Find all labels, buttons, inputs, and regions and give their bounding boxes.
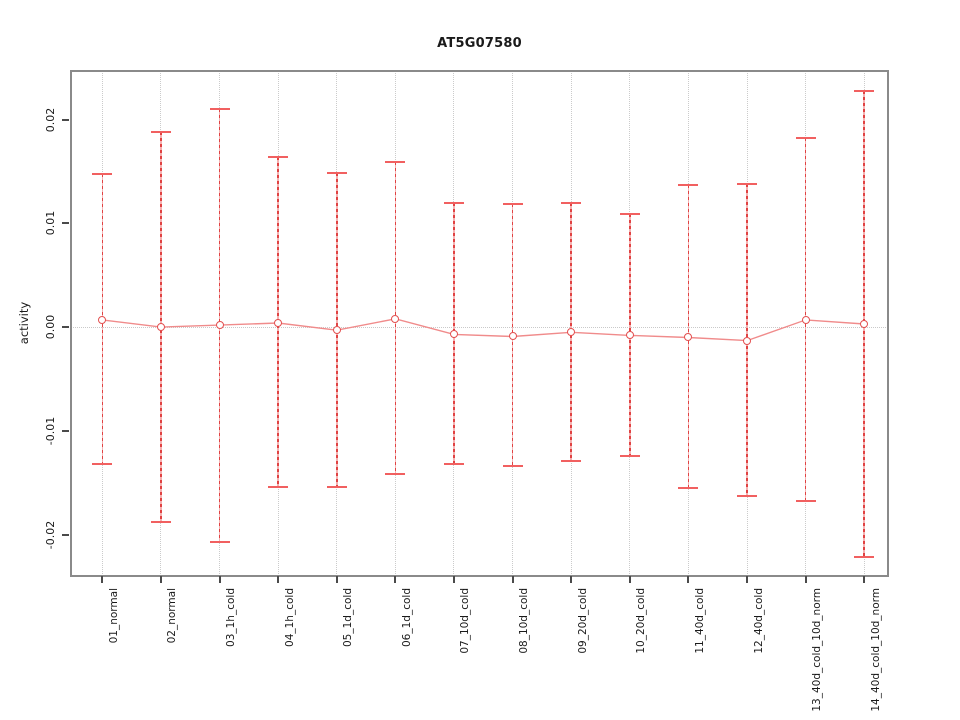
x-tick-label: 05_1d_cold: [342, 588, 355, 647]
data-point-marker: [801, 315, 810, 324]
error-bar-cap-lower: [150, 521, 171, 524]
chart-title: AT5G07580: [437, 36, 522, 51]
error-bar-cap-upper: [619, 213, 640, 216]
x-tick-label: 11_40d_cold: [693, 588, 706, 654]
error-bar-cap-lower: [326, 485, 347, 488]
x-tick-label: 12_40d_cold: [752, 588, 765, 654]
plot-area-border: [70, 70, 889, 577]
y-tick-label: 0.02: [44, 107, 57, 132]
data-point-marker: [625, 331, 634, 340]
data-point-marker: [391, 314, 400, 323]
data-point-marker: [449, 330, 458, 339]
error-bar-cap-lower: [561, 459, 582, 462]
error-bar-cap-upper: [795, 137, 816, 140]
x-tick-label: 01_normal: [107, 588, 120, 644]
x-axis-tick: [628, 576, 631, 583]
x-tick-label: 02_normal: [166, 588, 179, 644]
x-tick-label: 14_40d_cold_10d_norm: [869, 588, 882, 712]
data-point-marker: [98, 315, 107, 324]
x-tick-label: 07_10d_cold: [459, 588, 472, 654]
x-tick-label: 13_40d_cold_10d_norm: [811, 588, 824, 712]
error-bar-cap-upper: [385, 161, 406, 164]
x-axis-tick: [159, 576, 162, 583]
y-tick-label: 0.00: [44, 314, 57, 340]
x-axis-tick: [101, 576, 104, 583]
x-axis-tick: [511, 576, 514, 583]
error-bar-cap-lower: [795, 500, 816, 503]
x-axis-tick: [277, 576, 280, 583]
error-bar-cap-upper: [854, 89, 875, 92]
error-bar-cap-lower: [385, 473, 406, 476]
data-point-marker: [156, 323, 165, 332]
x-tick-label: 09_20d_cold: [576, 588, 589, 654]
error-bar-cap-upper: [209, 108, 230, 111]
error-bar-cap-lower: [443, 463, 464, 465]
x-axis-tick: [218, 576, 221, 583]
x-axis-tick: [452, 576, 455, 583]
y-tick-label: -0.02: [44, 520, 57, 549]
x-tick-label: 10_20d_cold: [635, 588, 648, 654]
y-axis-tick: [62, 533, 69, 536]
data-point-marker: [215, 321, 224, 330]
y-axis-title: activity: [17, 301, 31, 345]
y-axis-tick: [62, 429, 69, 432]
x-axis-tick: [335, 576, 338, 583]
error-bar-cap-upper: [737, 183, 758, 186]
error-bar-cap-upper: [268, 156, 289, 159]
x-axis-tick: [570, 576, 573, 583]
data-point-marker: [508, 332, 517, 341]
error-bar-cap-lower: [737, 495, 758, 498]
data-point-marker: [743, 336, 752, 345]
error-bar-cap-upper: [150, 131, 171, 134]
x-tick-label: 03_1h_cold: [225, 588, 238, 647]
data-point-marker: [332, 326, 341, 335]
x-axis-tick: [687, 576, 690, 583]
x-tick-label: 08_10d_cold: [518, 588, 531, 654]
error-bar-cap-lower: [209, 540, 230, 543]
error-bar-cap-upper: [326, 171, 347, 174]
error-bar-cap-lower: [678, 486, 699, 489]
error-bar-cap-lower: [619, 454, 640, 457]
error-bar-cap-upper: [561, 201, 582, 204]
error-bar-cap-upper: [92, 172, 113, 175]
error-bar-cap-upper: [443, 201, 464, 204]
y-tick-label: -0.01: [44, 416, 57, 446]
error-bar-cap-upper: [502, 202, 523, 205]
data-point-marker: [860, 320, 869, 329]
error-bar-cap-lower: [502, 465, 523, 468]
x-axis-tick: [804, 576, 807, 583]
y-axis-tick: [62, 222, 69, 225]
x-tick-label: 06_1d_cold: [400, 588, 413, 647]
error-bar-cap-upper: [678, 184, 699, 187]
data-point-marker: [274, 318, 283, 327]
y-tick-label: 0.01: [44, 211, 57, 236]
y-axis-tick: [62, 326, 69, 329]
x-axis-tick: [863, 576, 866, 583]
y-axis-tick: [62, 118, 69, 121]
x-axis-tick: [394, 576, 397, 583]
x-axis-tick: [746, 576, 749, 583]
error-bar-cap-lower: [268, 485, 289, 488]
data-point-marker: [567, 328, 576, 337]
error-bar-cap-lower: [854, 556, 875, 559]
x-tick-label: 04_1h_cold: [283, 588, 296, 647]
error-bar-cap-lower: [92, 463, 113, 465]
